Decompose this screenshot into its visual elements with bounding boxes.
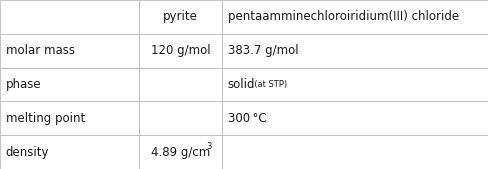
Bar	[139, 101, 222, 135]
Bar	[139, 34, 222, 68]
Bar	[0, 101, 139, 135]
Text: 120 g/mol: 120 g/mol	[151, 44, 210, 57]
Bar	[0, 135, 139, 169]
Text: (at STP): (at STP)	[249, 80, 287, 89]
Bar	[222, 135, 488, 169]
Text: pyrite: pyrite	[163, 10, 198, 23]
Bar	[139, 68, 222, 101]
Bar	[0, 0, 139, 34]
Text: 4.89 g/cm: 4.89 g/cm	[151, 146, 210, 159]
Text: phase: phase	[6, 78, 41, 91]
Bar	[222, 68, 488, 101]
Bar	[139, 0, 222, 34]
Bar	[139, 135, 222, 169]
Text: melting point: melting point	[6, 112, 85, 125]
Bar	[0, 34, 139, 68]
Text: 300 °C: 300 °C	[228, 112, 266, 125]
Text: solid: solid	[228, 78, 255, 91]
Text: 383.7 g/mol: 383.7 g/mol	[228, 44, 299, 57]
Text: density: density	[6, 146, 49, 159]
Bar	[222, 34, 488, 68]
Text: pentaamminechloroiridium(III) chloride: pentaamminechloroiridium(III) chloride	[228, 10, 459, 23]
Bar	[222, 0, 488, 34]
Text: molar mass: molar mass	[6, 44, 75, 57]
Bar	[222, 101, 488, 135]
Text: 3: 3	[206, 141, 211, 151]
Bar	[0, 68, 139, 101]
